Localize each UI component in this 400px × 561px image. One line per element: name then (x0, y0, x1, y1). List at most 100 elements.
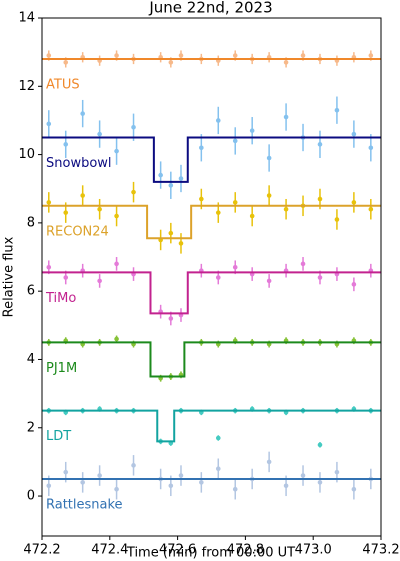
x-tick-label: 472.2 (23, 543, 60, 558)
data-point (249, 128, 255, 133)
series-label: Snowbowl (46, 156, 112, 171)
y-tick-label: 2 (27, 420, 35, 435)
data-point (63, 210, 69, 215)
data-point (131, 124, 136, 130)
data-point (168, 60, 174, 65)
data-point (266, 155, 272, 161)
data-point (249, 213, 255, 219)
data-point (46, 483, 52, 489)
data-point (351, 200, 357, 205)
data-point (232, 486, 238, 492)
data-point (283, 114, 289, 120)
data-point (215, 466, 221, 472)
data-point (63, 60, 69, 65)
data-point (46, 200, 52, 205)
y-tick-label: 10 (18, 147, 35, 162)
data-point (178, 473, 184, 478)
data-point (266, 278, 272, 284)
data-point (351, 486, 357, 492)
data-point (97, 206, 102, 212)
data-point (63, 142, 69, 147)
data-point (158, 172, 163, 178)
model-line (42, 409, 381, 443)
data-point (168, 183, 174, 188)
data-point (215, 275, 221, 280)
data-point (199, 196, 204, 202)
y-tick-label: 12 (18, 79, 35, 94)
plot-frame (41, 17, 382, 537)
series-label: Rattlesnake (46, 497, 123, 512)
data-point (199, 145, 204, 151)
data-point (317, 442, 323, 448)
y-tick-label: 14 (18, 11, 35, 26)
data-point (266, 459, 272, 465)
x-tick-label: 472.8 (227, 543, 264, 558)
data-point (351, 282, 357, 287)
y-axis-label: Relative flux (2, 236, 17, 317)
data-point (97, 278, 102, 284)
data-point (300, 53, 306, 58)
data-point (368, 145, 374, 151)
data-point (80, 480, 85, 485)
x-tick-label: 472.6 (159, 543, 196, 558)
model-line (42, 204, 381, 240)
series-label: ATUS (46, 77, 80, 92)
data-point (114, 213, 119, 219)
data-point (317, 196, 323, 202)
y-tick-label: 0 (27, 489, 35, 504)
data-point (63, 469, 69, 475)
data-point (168, 316, 174, 321)
data-point (317, 142, 323, 147)
data-point (266, 193, 272, 198)
series-label: TiMo (45, 291, 76, 306)
data-point (114, 486, 119, 492)
data-point (199, 480, 204, 485)
data-point (334, 469, 340, 475)
model-line (42, 136, 381, 183)
data-point (300, 473, 306, 478)
series-label: RECON24 (46, 224, 109, 239)
data-point (63, 275, 69, 280)
data-point (317, 275, 323, 280)
series-label: LDT (46, 429, 71, 444)
data-point (46, 264, 52, 270)
data-point (334, 107, 340, 113)
data-point (46, 121, 52, 127)
model-line (42, 271, 381, 315)
data-point (114, 53, 119, 58)
data-point (283, 206, 289, 212)
chart-title: June 22nd, 2023 (148, 0, 272, 17)
data-point (232, 200, 238, 205)
data-point (283, 483, 289, 489)
data-point (131, 189, 136, 195)
data-point (114, 148, 119, 154)
data-point (80, 111, 85, 116)
data-point (97, 473, 102, 478)
series-label: PJ1M (46, 361, 77, 376)
data-point (215, 118, 221, 123)
x-tick-label: 473.0 (295, 543, 332, 558)
data-point (215, 210, 221, 215)
x-tick-label: 472.4 (91, 543, 128, 558)
data-point (114, 336, 119, 342)
data-point (368, 206, 374, 212)
y-tick-label: 4 (27, 352, 35, 367)
x-axis-label: Time (min) from 00:00 UT (126, 546, 295, 561)
data-point (168, 483, 174, 489)
data-point (215, 435, 221, 441)
y-tick-label: 6 (27, 284, 35, 299)
data-point (80, 193, 85, 198)
data-point (178, 53, 184, 58)
data-point (46, 53, 52, 58)
data-point (114, 261, 119, 267)
data-point (300, 261, 306, 267)
data-point (317, 480, 323, 485)
data-point (178, 241, 184, 246)
data-point (334, 217, 340, 222)
model-line (42, 341, 381, 378)
data-point (283, 60, 289, 65)
x-tick-label: 473.2 (362, 543, 399, 558)
data-point (178, 176, 184, 181)
data-point (368, 53, 374, 58)
